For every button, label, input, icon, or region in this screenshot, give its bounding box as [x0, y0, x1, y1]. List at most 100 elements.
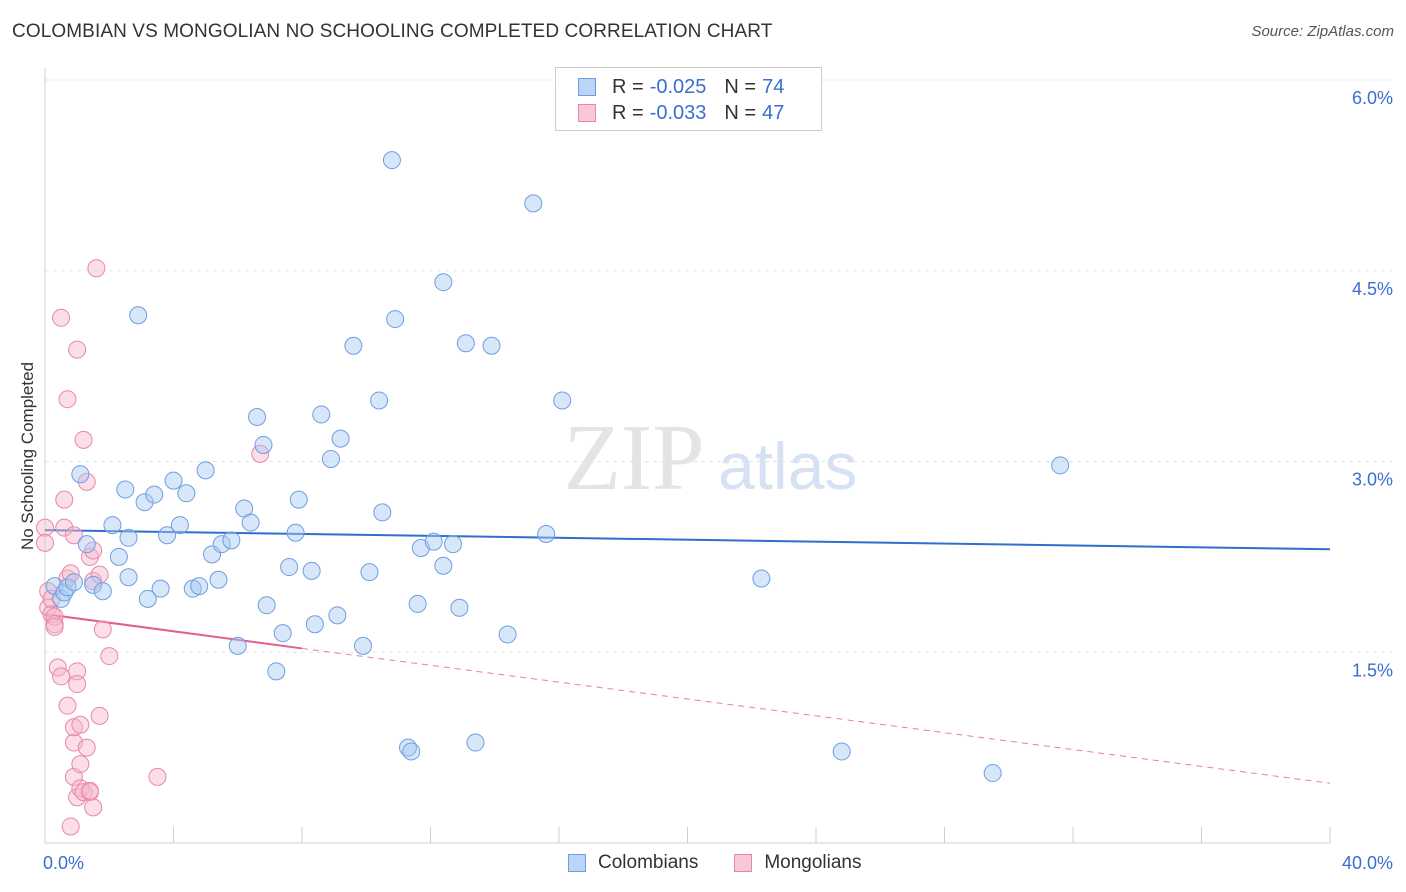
data-points: [36, 151, 1070, 836]
legend-item-colombians: Colombians: [568, 852, 698, 874]
point-colombian-35: [257, 596, 276, 615]
point-colombian-58: [424, 532, 443, 551]
point-colombian-49: [360, 563, 379, 582]
point-colombian-72: [983, 764, 1002, 783]
point-colombian-32: [241, 513, 260, 532]
trend-line-mongolians-extended: [301, 647, 1331, 784]
point-colombian-44: [321, 449, 340, 468]
point-colombian-11: [116, 480, 135, 499]
point-colombian-45: [328, 606, 347, 625]
point-colombian-17: [145, 485, 164, 504]
point-mongolian-33: [77, 472, 96, 491]
point-mongolian-30: [74, 430, 93, 449]
point-mongolian-44: [100, 647, 119, 666]
legend-r-label: R =: [612, 75, 644, 98]
point-colombian-46: [331, 429, 350, 448]
x-tick-label-max: 40.0%: [1342, 853, 1393, 873]
point-colombian-18: [151, 579, 170, 598]
mongolians-label: Mongolians: [764, 852, 862, 873]
y-axis-label: No Schooling Completed: [18, 361, 37, 551]
point-colombian-60: [434, 273, 453, 292]
point-mongolian-24: [68, 675, 87, 694]
point-colombian-41: [302, 561, 321, 580]
series-legend: Colombians Mongolians: [568, 852, 898, 874]
point-mongolian-6: [45, 607, 64, 626]
legend-swatch-blue: [578, 78, 596, 96]
watermark-zip: ZIP: [564, 406, 705, 510]
tick-labels: 1.5% 3.0% 4.5% 6.0% 0.0% 40.0%: [43, 88, 1393, 873]
point-colombian-69: [553, 391, 572, 410]
point-mongolian-40: [87, 259, 106, 278]
point-colombian-29: [222, 531, 241, 550]
point-colombian-24: [190, 577, 209, 596]
point-colombian-16: [138, 589, 157, 608]
point-colombian-50: [370, 391, 389, 410]
point-colombian-61: [443, 535, 462, 554]
point-colombian-37: [273, 624, 292, 643]
watermark-atlas: atlas: [718, 429, 857, 503]
legend-row-colombians: R = -0.025 N = 74: [578, 75, 784, 99]
point-colombian-15: [135, 493, 154, 512]
legend-n-label: N =: [724, 101, 757, 124]
point-colombian-7: [84, 575, 103, 594]
point-colombian-38: [280, 558, 299, 577]
x-tick-label-min: 0.0%: [43, 853, 84, 873]
legend-row-mongolians: R = -0.033 N = 47: [578, 101, 784, 125]
point-mongolian-23: [68, 662, 87, 681]
point-mongolian-13: [55, 490, 74, 509]
y-tick-label-0: 1.5%: [1352, 660, 1393, 680]
point-colombian-21: [170, 516, 189, 535]
point-mongolian-0: [36, 518, 54, 537]
point-mongolian-22: [64, 526, 83, 545]
point-colombian-22: [177, 484, 196, 503]
legend-r-label: R =: [612, 101, 644, 124]
point-colombian-34: [254, 435, 273, 454]
y-tick-label-3: 6.0%: [1352, 88, 1393, 108]
chart-title: COLOMBIAN VS MONGOLIAN NO SCHOOLING COMP…: [12, 21, 773, 42]
point-colombian-28: [212, 535, 231, 554]
point-colombian-62: [450, 598, 469, 617]
point-colombian-55: [402, 742, 421, 761]
point-colombian-27: [209, 570, 228, 589]
legend-item-mongolians: Mongolians: [734, 852, 862, 874]
point-colombian-51: [373, 503, 392, 522]
trend-line-mongolians: [44, 613, 303, 650]
point-mongolian-10: [52, 667, 71, 686]
point-colombian-8: [93, 582, 112, 601]
point-colombian-6: [77, 535, 96, 554]
point-colombian-5: [71, 465, 90, 484]
point-mongolian-12: [55, 518, 74, 537]
point-colombian-70: [752, 569, 771, 588]
legend-n-value: 74: [762, 75, 785, 98]
point-mongolian-15: [58, 696, 77, 715]
point-mongolian-43: [93, 620, 112, 639]
point-colombian-36: [267, 662, 286, 681]
grid-lines: [45, 79, 1392, 653]
point-mongolian-28: [71, 755, 90, 774]
point-colombian-68: [537, 524, 556, 543]
source-label: Source: ZipAtlas.com: [1251, 23, 1394, 40]
trend-lines: [44, 529, 1331, 784]
point-colombian-33: [248, 407, 267, 426]
point-colombian-73: [1051, 456, 1070, 475]
point-colombian-13: [119, 568, 138, 587]
stats-legend: R = -0.025 N = 74 R = -0.033 N = 47: [555, 67, 822, 131]
point-colombian-52: [382, 151, 401, 170]
point-colombian-56: [408, 594, 427, 613]
mongolians-swatch: [734, 854, 753, 872]
point-colombian-19: [158, 526, 177, 545]
point-mongolian-35: [80, 781, 99, 800]
point-colombian-67: [524, 194, 543, 213]
point-colombian-20: [164, 471, 183, 490]
point-colombian-14: [129, 306, 148, 325]
point-mongolian-25: [68, 340, 87, 359]
point-mongolian-31: [74, 783, 93, 802]
point-colombian-48: [354, 636, 373, 655]
legend-swatch-pink: [578, 104, 596, 122]
point-colombian-53: [386, 310, 405, 329]
point-colombian-71: [832, 742, 851, 761]
y-tick-label-1: 3.0%: [1352, 470, 1393, 490]
colombians-label: Colombians: [598, 852, 699, 873]
point-mongolian-45: [148, 767, 167, 786]
